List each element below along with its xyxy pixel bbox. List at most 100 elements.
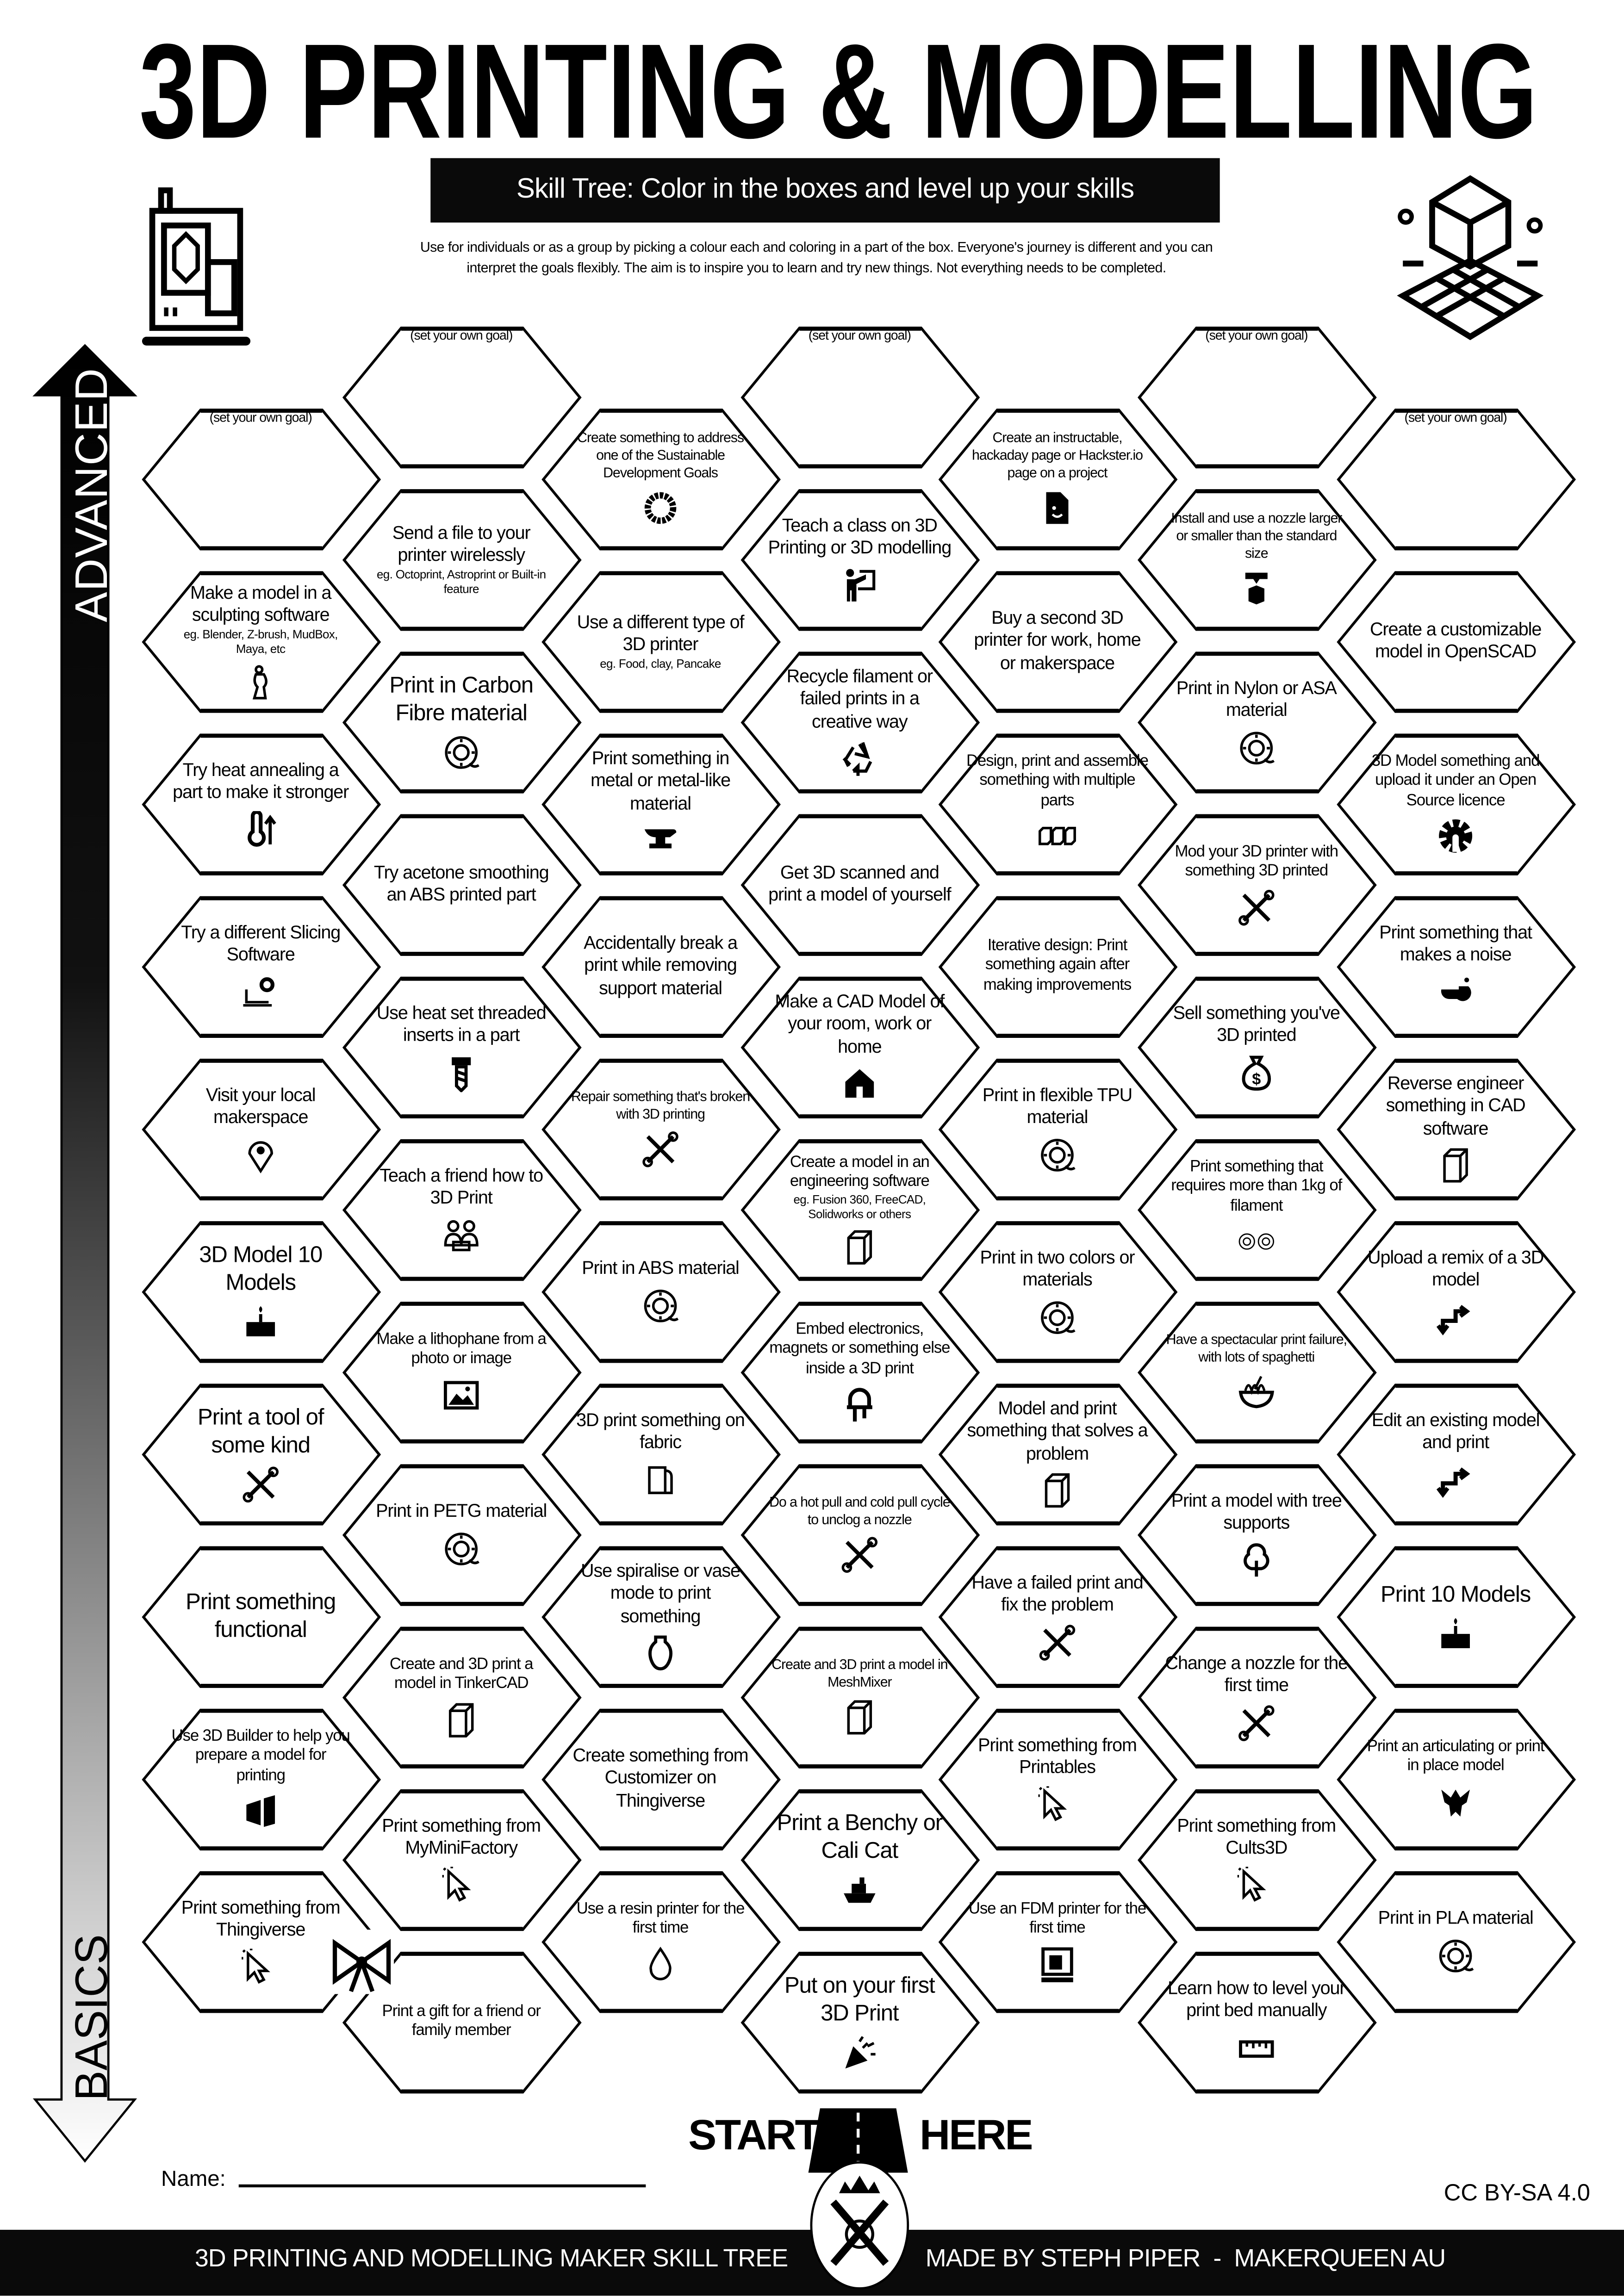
skill-text: Use heat set threaded inserts in a part: [376, 1002, 547, 1046]
skill-hex[interactable]: Print something in metal or metal-like m…: [540, 731, 781, 876]
skill-hex[interactable]: Get 3D scanned and print a model of your…: [739, 812, 980, 956]
remix-arrows-icon: [1436, 1466, 1470, 1497]
skill-hex[interactable]: Print a model with tree supports: [1136, 1462, 1377, 1607]
skill-hex[interactable]: Print something from MyMiniFactory: [341, 1787, 582, 1932]
skill-hex[interactable]: Reverse engineer something in CAD softwa…: [1335, 1056, 1576, 1201]
goal-hex[interactable]: (set your own goal): [341, 324, 582, 469]
skill-hex[interactable]: Recycle filament or failed prints in a c…: [739, 649, 980, 794]
skill-hex[interactable]: Try acetone smoothing an ABS printed par…: [341, 812, 582, 956]
hex-content: Use a resin printer for the first time: [569, 1875, 752, 2008]
hex-outline: [141, 1870, 380, 2012]
skill-text: Accidentally break a print while removin…: [584, 932, 738, 999]
hex-content: Print something from Cults3D: [1165, 1793, 1348, 1926]
skill-text: Print a gift for a friend or family memb…: [382, 2002, 541, 2040]
name-field[interactable]: [238, 2184, 646, 2188]
goal-hex[interactable]: (set your own goal): [1136, 324, 1377, 469]
document-icon: [1046, 492, 1069, 524]
skill-hex[interactable]: Create something from Customizer on Thin…: [540, 1706, 781, 1851]
skill-hex[interactable]: Embed electronics, magnets or something …: [739, 1299, 980, 1444]
skill-hex[interactable]: Accidentally break a print while removin…: [540, 894, 781, 1039]
skill-hex[interactable]: Create and 3D print a model in TinkerCAD: [341, 1625, 582, 1769]
goal-hex[interactable]: (set your own goal): [1335, 406, 1576, 551]
skill-hex[interactable]: 3D Model something and upload it under a…: [1335, 731, 1576, 876]
goal-hex[interactable]: (set your own goal): [739, 324, 980, 469]
hex-outline: [740, 1463, 979, 1606]
skill-hex[interactable]: Learn how to level your print bed manual…: [1136, 1949, 1377, 2094]
skill-hex[interactable]: Use heat set threaded inserts in a part: [341, 974, 582, 1119]
cube-icon: [847, 1700, 872, 1735]
hex-outline: [1336, 1220, 1575, 1362]
skill-hex[interactable]: Use 3D Builder to help you prepare a mod…: [140, 1706, 381, 1851]
hex-content: Use 3D Builder to help you prepare a mod…: [169, 1712, 352, 1845]
skill-hex[interactable]: Create and 3D print a model in MeshMixer: [739, 1625, 980, 1769]
skill-hex[interactable]: 3D print something on fabric: [540, 1381, 781, 1526]
skill-hex[interactable]: Make a model in a sculpting software eg. …: [140, 569, 381, 714]
skill-hex[interactable]: Sell something you've 3D printed $: [1136, 974, 1377, 1119]
skill-hex[interactable]: Create something to address one of the S…: [540, 406, 781, 551]
skill-hex[interactable]: Design, print and assemble something wit…: [936, 731, 1178, 876]
skill-hex[interactable]: Put on your first 3D Print: [739, 1949, 980, 2094]
skill-hex[interactable]: Change a nozzle for the first time: [1136, 1625, 1377, 1769]
skill-text: Iterative design: Print something again …: [983, 937, 1132, 994]
recycle-icon: [842, 742, 872, 776]
drop-icon: [649, 1946, 672, 1980]
skill-hex[interactable]: Try a different Slicing Software: [140, 894, 381, 1039]
skill-hex[interactable]: Have a spectacular print failure, with l…: [1136, 1299, 1377, 1444]
skill-hex[interactable]: Print something from Thingiverse: [140, 1869, 381, 2014]
skill-hex[interactable]: Print a tool of some kind: [140, 1381, 381, 1526]
hex-content: Edit an existing model and print: [1364, 1387, 1547, 1520]
whistle-icon: [1441, 977, 1471, 1000]
skill-text: Use 3D Builder to help you prepare a mod…: [171, 1727, 350, 1785]
skill-hex[interactable]: Visit your local makerspace: [140, 1056, 381, 1201]
skill-hex[interactable]: Edit an existing model and print: [1335, 1381, 1576, 1526]
skill-hex[interactable]: Print in two colors or materials: [936, 1219, 1178, 1364]
skill-hex[interactable]: Create a customizable model in OpenSCAD: [1335, 569, 1576, 714]
skill-hex[interactable]: Print in Nylon or ASA material: [1136, 649, 1377, 794]
skill-hex[interactable]: Print in PETG material: [341, 1462, 582, 1607]
skill-hex[interactable]: Upload a remix of a 3D model: [1335, 1219, 1576, 1364]
skill-hex[interactable]: Print an articulating or print in place …: [1335, 1706, 1576, 1851]
skill-hex[interactable]: Teach a friend how to 3D Print: [341, 1137, 582, 1282]
skill-hex[interactable]: Use a resin printer for the first time: [540, 1869, 781, 2014]
skill-hex[interactable]: Try heat annealing a part to make it str…: [140, 731, 381, 876]
skill-hex[interactable]: Print a Benchy or Cali Cat: [739, 1787, 980, 1932]
skill-hex[interactable]: Use spiralise or vase mode to print some…: [540, 1544, 781, 1689]
hex-outline: [541, 1870, 780, 2012]
spool-icon: [1240, 731, 1275, 764]
hex-outline: [740, 813, 979, 956]
skill-hex[interactable]: Print something that requires more than …: [1136, 1137, 1377, 1282]
skill-hex[interactable]: Use a different type of 3D printer eg. Fo…: [540, 569, 781, 714]
skill-hex[interactable]: Make a lithophane from a photo or image: [341, 1299, 582, 1444]
printer-icon: [1041, 1946, 1073, 1982]
skill-hex[interactable]: Iterative design: Print something again …: [936, 894, 1178, 1039]
skill-hex[interactable]: Repair something that's broken with 3D p…: [540, 1056, 781, 1201]
skill-hex[interactable]: Buy a second 3D printer for work, home o…: [936, 569, 1178, 714]
skill-hex[interactable]: Print in flexible TPU material: [936, 1056, 1178, 1201]
skill-hex[interactable]: Use an FDM printer for the first time: [936, 1869, 1178, 2014]
goal-hex[interactable]: (set your own goal): [140, 406, 381, 551]
skill-hex[interactable]: Create an instructable, hackaday page or…: [936, 406, 1178, 551]
skill-hex[interactable]: Print in ABS material: [540, 1219, 781, 1364]
skill-hex[interactable]: Teach a class on 3D Printing or 3D model…: [739, 487, 980, 632]
skill-hex[interactable]: Print 10 Models: [1335, 1544, 1576, 1689]
skill-hex[interactable]: Print in PLA material: [1335, 1869, 1576, 2014]
skill-hex[interactable]: 3D Model 10 Models: [140, 1219, 381, 1364]
skill-hex[interactable]: Model and print something that solves a …: [936, 1381, 1178, 1526]
skill-hex[interactable]: Print something that makes a noise: [1335, 894, 1576, 1039]
skill-hex[interactable]: Print something functional: [140, 1544, 381, 1689]
vase-icon: [648, 1636, 672, 1671]
skill-hex[interactable]: Do a hot pull and cold pull cycle to unc…: [739, 1462, 980, 1607]
skill-hex[interactable]: Make a CAD Model of your room, work or h…: [739, 974, 980, 1119]
skill-text: Install and use a nozzle larger or small…: [1171, 511, 1342, 563]
skill-hex[interactable]: Install and use a nozzle larger or small…: [1136, 487, 1377, 632]
skill-hex[interactable]: Print something from Printables: [936, 1706, 1178, 1851]
here-label: HERE: [920, 2112, 1033, 2160]
skill-hex[interactable]: Send a file to your printer wirelessly eg…: [341, 487, 582, 632]
skill-hex[interactable]: Create a model in an engineering softwar…: [739, 1137, 980, 1282]
skill-text: Visit your local makerspace: [205, 1084, 316, 1128]
skill-hex[interactable]: Print a gift for a friend or family memb…: [329, 1929, 582, 2094]
skill-hex[interactable]: Mod your 3D printer with something 3D pr…: [1136, 812, 1377, 956]
skill-hex[interactable]: Print something from Cults3D: [1136, 1787, 1377, 1932]
skill-hex[interactable]: Print in Carbon Fibre material: [341, 649, 582, 794]
skill-hex[interactable]: Have a failed print and fix the problem: [936, 1544, 1178, 1689]
